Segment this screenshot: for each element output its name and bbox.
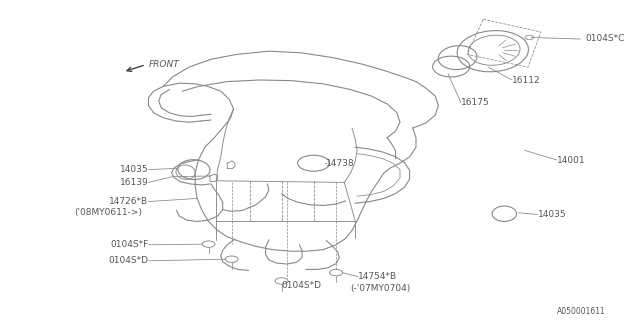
- Text: 14035: 14035: [538, 210, 566, 219]
- Text: ('08MY0611->): ('08MY0611->): [74, 208, 142, 217]
- Text: 0104S*D: 0104S*D: [282, 281, 322, 290]
- Text: 14035: 14035: [120, 165, 148, 174]
- Text: FRONT: FRONT: [149, 60, 180, 69]
- Text: 0104S*F: 0104S*F: [110, 240, 148, 249]
- Text: 14738: 14738: [326, 159, 355, 168]
- Text: A050001611: A050001611: [557, 307, 605, 316]
- Text: 14001: 14001: [557, 156, 586, 164]
- Text: 16175: 16175: [461, 98, 490, 107]
- Text: (-'07MY0704): (-'07MY0704): [351, 284, 411, 292]
- Text: 16139: 16139: [120, 178, 148, 187]
- Text: 16112: 16112: [512, 76, 541, 84]
- Text: 0104S*C: 0104S*C: [586, 34, 625, 43]
- Text: 14726*B: 14726*B: [109, 197, 148, 206]
- Text: 14754*B: 14754*B: [358, 272, 397, 281]
- Text: 0104S*D: 0104S*D: [109, 256, 148, 265]
